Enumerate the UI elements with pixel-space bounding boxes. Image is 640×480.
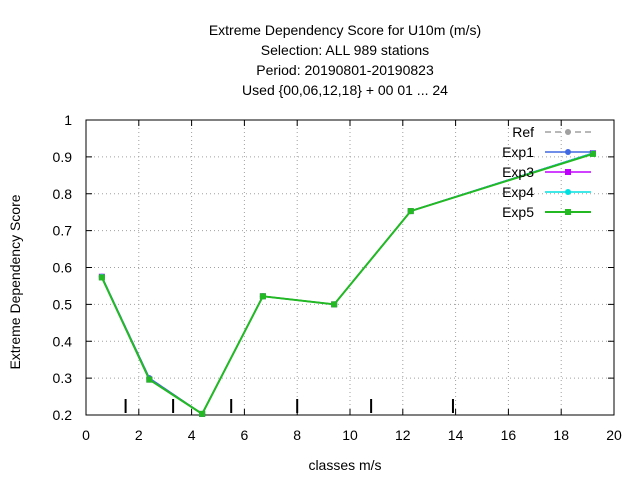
data-point (259, 293, 266, 300)
chart-title: Extreme Dependency Score for U10m (m/s) S… (209, 22, 481, 98)
x-tick-label: 6 (241, 427, 249, 443)
x-tick-label: 10 (342, 427, 358, 443)
title-line-3: Used {00,06,12,18} + 00 01 ... 24 (242, 82, 448, 98)
x-tick-label: 4 (188, 427, 196, 443)
legend-label-exp3: Exp3 (502, 164, 534, 180)
data-point (331, 301, 338, 308)
legend-marker-exp1 (565, 149, 571, 155)
title-line-2: Period: 20190801-20190823 (256, 62, 434, 78)
legend-marker-exp4 (565, 189, 571, 195)
x-tick-label: 2 (135, 427, 143, 443)
class-boundary-markers (124, 399, 454, 413)
y-tick-label: 0.9 (53, 149, 73, 165)
y-tick-label: 1 (64, 112, 72, 128)
title-line-0: Extreme Dependency Score for U10m (m/s) (209, 22, 481, 38)
data-point (98, 274, 105, 281)
y-tick-label: 0.3 (53, 370, 73, 386)
legend-label-ref: Ref (512, 124, 534, 140)
title-line-1: Selection: ALL 989 stations (261, 42, 429, 58)
y-tick-label: 0.4 (53, 333, 73, 349)
x-tick-label: 12 (395, 427, 411, 443)
y-tick-label: 0.6 (53, 260, 73, 276)
y-tick-label: 0.8 (53, 186, 73, 202)
y-tick-label: 0.5 (53, 296, 73, 312)
x-tick-label: 16 (501, 427, 517, 443)
y-axis-label: Extreme Dependency Score (7, 194, 23, 369)
legend: Ref Exp1 Exp3 Exp4 Exp5 (502, 124, 591, 220)
grid (86, 120, 614, 415)
legend-marker-ref (565, 129, 571, 135)
data-point (407, 208, 414, 215)
x-axis-label: classes m/s (308, 457, 381, 473)
legend-label-exp5: Exp5 (502, 204, 534, 220)
data-point (589, 150, 596, 157)
data-point (199, 410, 206, 417)
legend-label-exp1: Exp1 (502, 144, 534, 160)
data-point (146, 376, 153, 383)
series-lines (98, 150, 596, 417)
legend-label-exp4: Exp4 (502, 184, 534, 200)
x-tick-label: 0 (82, 427, 90, 443)
x-tick-label: 8 (293, 427, 301, 443)
x-tick-label: 18 (553, 427, 569, 443)
axis-ticks: 0 2 4 6 8 10 12 14 16 18 20 0.2 0.3 0.4 0.5 0.6 0.7 0.8 0.… (53, 112, 622, 443)
x-tick-label: 14 (448, 427, 464, 443)
series-exp5 (98, 150, 596, 417)
legend-marker-exp5 (565, 209, 571, 215)
legend-marker-exp3 (565, 169, 571, 175)
y-tick-label: 0.7 (53, 223, 73, 239)
y-tick-label: 0.2 (53, 407, 73, 423)
x-tick-label: 20 (606, 427, 622, 443)
